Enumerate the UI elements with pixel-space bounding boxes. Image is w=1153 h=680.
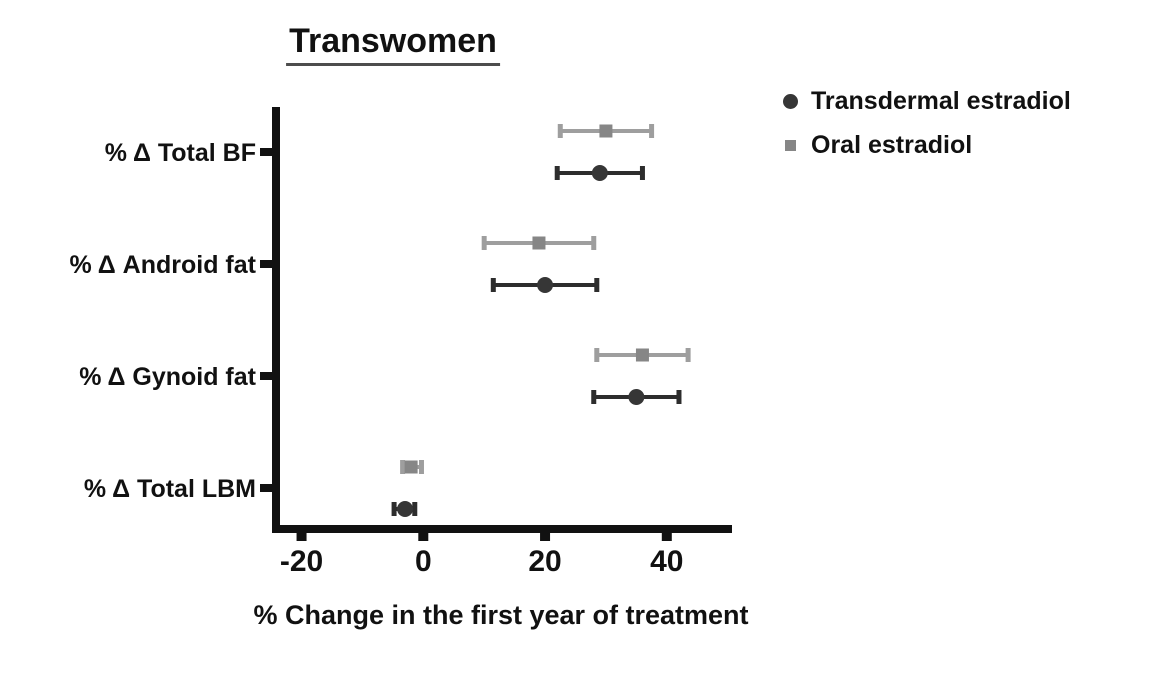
category-label: % Δ Android fat: [70, 251, 257, 279]
error-bar-cap: [676, 390, 682, 404]
legend-item: Oral estradiol: [783, 130, 1071, 160]
error-bar-cap: [685, 348, 691, 362]
error-bar-cap: [649, 124, 655, 138]
data-point-circle-marker: [397, 501, 414, 517]
x-tick: [418, 533, 429, 541]
error-bar-cap: [490, 278, 496, 292]
y-tick: [260, 484, 272, 492]
legend: Transdermal estradiol Oral estradiol: [783, 86, 1071, 160]
category-label: % Δ Total BF: [105, 139, 256, 167]
data-point-circle-marker: [537, 277, 554, 293]
data-point-square-marker: [404, 460, 418, 474]
error-bar-cap: [591, 390, 597, 404]
error-bar-cap: [391, 502, 397, 516]
error-bar-cap: [594, 278, 600, 292]
y-tick: [260, 148, 272, 156]
category-label: % Δ Total LBM: [84, 475, 256, 503]
legend-label: Transdermal estradiol: [811, 86, 1071, 115]
x-tick: [296, 533, 307, 541]
error-bar-cap: [418, 460, 424, 474]
y-axis: [272, 107, 280, 533]
legend-item: Transdermal estradiol: [783, 86, 1071, 116]
error-bar-cap: [481, 236, 487, 250]
x-tick: [661, 533, 672, 541]
error-bar-cap: [400, 460, 406, 474]
legend-square-marker-icon: [785, 139, 796, 151]
error-bar-cap: [554, 166, 560, 180]
error-bar-cap: [591, 236, 597, 250]
data-point-square-marker: [599, 124, 613, 138]
category-label: % Δ Gynoid fat: [79, 363, 256, 391]
data-point-square-marker: [532, 236, 546, 250]
y-tick: [260, 260, 272, 268]
x-tick-label: 20: [528, 545, 561, 578]
error-bar-cap: [639, 166, 645, 180]
x-tick-label: -20: [280, 545, 323, 578]
data-point-circle-marker: [628, 389, 645, 405]
x-axis-label: % Change in the first year of treatment: [253, 600, 749, 630]
y-tick: [260, 372, 272, 380]
x-axis: [272, 525, 732, 533]
data-point-circle-marker: [591, 165, 608, 181]
error-bar-cap: [594, 348, 600, 362]
data-point-square-marker: [635, 348, 649, 362]
x-tick-label: 0: [415, 545, 432, 578]
x-tick: [540, 533, 551, 541]
error-bar-cap: [412, 502, 418, 516]
error-bar-cap: [557, 124, 563, 138]
chart-title: Transwomen: [286, 22, 500, 66]
legend-circle-marker-icon: [783, 93, 798, 109]
legend-label: Oral estradiol: [811, 130, 973, 159]
x-tick-label: 40: [650, 545, 683, 578]
